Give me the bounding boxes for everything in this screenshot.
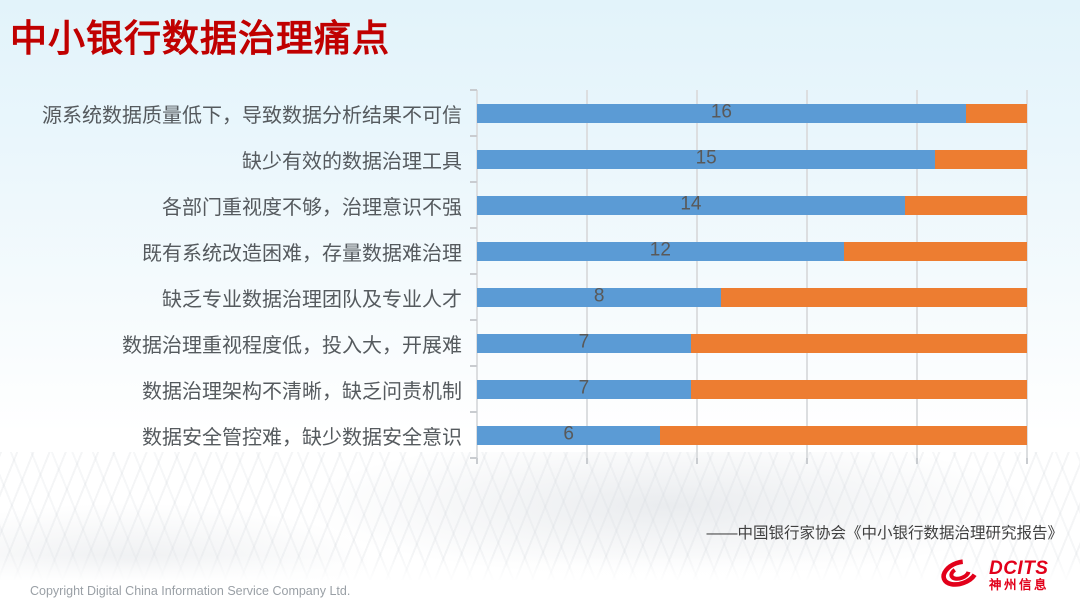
bar-segment-blue: 7 <box>477 331 691 353</box>
chart-row: 12 <box>477 239 1027 261</box>
chart-row: 8 <box>477 285 1027 307</box>
copyright-text: Copyright Digital China Information Serv… <box>30 584 351 598</box>
bar-segment-orange <box>935 149 1027 169</box>
x-axis-tick <box>1026 458 1028 464</box>
x-axis-tick <box>806 458 808 464</box>
bar-segment-blue: 7 <box>477 377 691 399</box>
category-label: 既有系统改造困难，存量数据难治理 <box>142 242 462 265</box>
category-label: 缺乏专业数据治理团队及专业人才 <box>162 288 462 311</box>
category-label: 数据安全管控难，缺少数据安全意识 <box>142 426 462 449</box>
vertical-gridline <box>806 90 808 458</box>
vertical-gridline <box>476 90 478 458</box>
bar-value-label: 6 <box>563 423 574 445</box>
logo-text-block: DCITS 神州信息 <box>989 559 1049 592</box>
bar-segment-orange <box>904 195 1027 215</box>
bar-segment-orange <box>690 333 1027 353</box>
bar-value-label: 7 <box>578 331 590 353</box>
x-axis-tick <box>586 458 588 464</box>
category-label: 各部门重视度不够，治理意识不强 <box>162 196 462 219</box>
chart-plot: 16 15 14 12 8 7 7 6 <box>470 89 1028 464</box>
chart-row: 16 <box>477 101 1027 123</box>
x-axis-tick <box>916 458 918 464</box>
bar-value-label: 8 <box>593 285 605 307</box>
logo-brand-cn: 神州信息 <box>988 577 1049 592</box>
bar-segment-blue: 8 <box>477 285 722 307</box>
vertical-gridline <box>696 90 698 458</box>
bar-segment-orange <box>690 379 1027 399</box>
y-axis-tick <box>470 181 477 183</box>
bar-segment-blue: 6 <box>477 423 661 445</box>
vertical-gridline <box>916 90 918 458</box>
category-label: 数据治理架构不清晰，缺乏问责机制 <box>142 380 462 403</box>
x-axis-tick <box>476 458 478 464</box>
source-citation: ——中国银行家协会《中小银行数据治理研究报告》 <box>706 525 1063 542</box>
logo-brand-en: DCITS <box>988 557 1049 579</box>
bar-segment-orange <box>965 103 1027 123</box>
chart-row: 7 <box>477 377 1027 399</box>
bar-segment-orange <box>660 425 1027 445</box>
vertical-gridline <box>586 90 588 458</box>
bar-value-label: 7 <box>578 377 590 399</box>
bar-value-label: 12 <box>649 239 671 261</box>
y-axis-tick <box>470 135 477 137</box>
bar-segment-blue: 12 <box>477 239 844 261</box>
bar-segment-blue: 14 <box>477 193 905 215</box>
bar-value-label: 16 <box>710 101 732 123</box>
category-label: 源系统数据质量低下，导致数据分析结果不可信 <box>42 104 462 127</box>
bar-segment-blue: 15 <box>477 147 936 169</box>
y-axis-tick <box>470 457 477 459</box>
bar-segment-blue: 16 <box>477 101 966 123</box>
chart-category-labels: 源系统数据质量低下，导致数据分析结果不可信缺少有效的数据治理工具各部门重视度不够… <box>0 90 462 458</box>
vertical-gridline <box>1026 90 1028 458</box>
chart-row: 6 <box>477 423 1027 445</box>
y-axis-tick <box>470 227 477 229</box>
decorative-wave-pattern <box>0 452 1080 580</box>
y-axis-tick <box>470 411 477 413</box>
chart-row: 14 <box>477 193 1027 215</box>
bar-segment-orange <box>721 287 1027 307</box>
swirl-icon <box>937 555 983 596</box>
category-label: 缺少有效的数据治理工具 <box>242 150 462 173</box>
bar-segment-orange <box>843 241 1027 261</box>
bar-value-label: 15 <box>695 147 717 169</box>
y-axis-tick <box>470 319 477 321</box>
y-axis-tick <box>470 89 477 91</box>
x-axis-tick <box>696 458 698 464</box>
y-axis-tick <box>470 365 477 367</box>
bar-value-label: 14 <box>680 193 702 215</box>
chart-row: 15 <box>477 147 1027 169</box>
y-axis-tick <box>470 273 477 275</box>
company-logo: DCITS 神州信息 <box>937 555 1049 596</box>
category-label: 数据治理重视程度低，投入大，开展难 <box>122 334 462 357</box>
chart-row: 7 <box>477 331 1027 353</box>
page-title: 中小银行数据治理痛点 <box>10 18 390 59</box>
